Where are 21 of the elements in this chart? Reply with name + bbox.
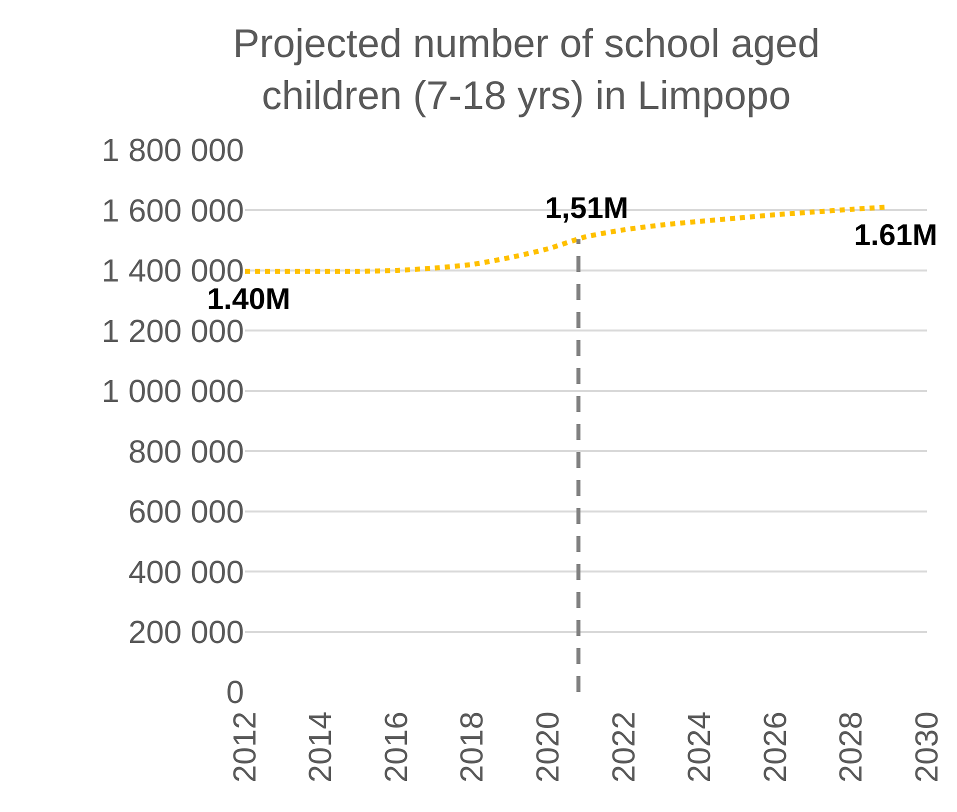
x-tick-label: 2026 [756,711,793,783]
x-tick-label: 2022 [605,711,642,783]
x-tick-label: 2020 [530,711,566,783]
y-tick-label: 1 600 000 [102,192,244,228]
y-tick-label: 400 000 [128,554,244,590]
y-tick-label: 1 000 000 [102,373,244,410]
y-tick-label: 200 000 [128,614,244,650]
y-tick-label: 0 [226,674,244,710]
y-tick-label: 600 000 [128,494,244,530]
x-tick-label: 2030 [908,711,944,783]
x-tick-label: 2024 [681,711,718,783]
annotation: 1.61M [854,219,938,252]
y-tick-label: 800 000 [128,433,244,470]
x-tick-label: 2028 [832,711,869,783]
x-tick-label: 2018 [454,711,490,783]
x-tick-label: 2014 [302,711,338,783]
x-tick-label: 2012 [226,711,262,783]
x-tick-label: 2016 [378,711,414,783]
chart-title: Projected number of school aged children (7-18 yrs) in Limpopo [232,22,820,118]
y-tick-label: 1 800 000 [102,132,244,168]
annotation: 1,51M [545,192,628,225]
